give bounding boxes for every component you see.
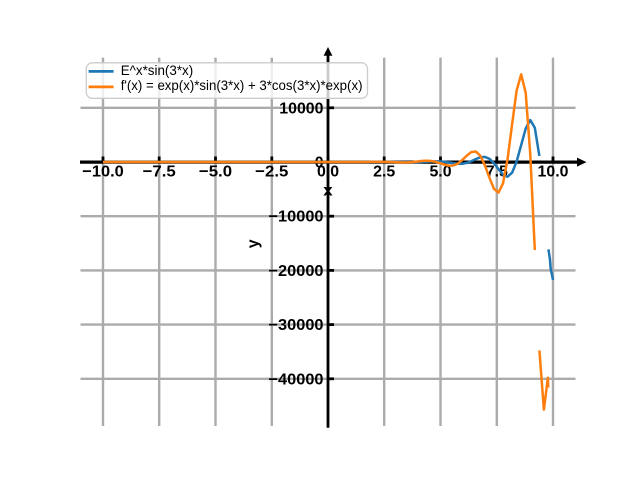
- svg-text:5.0: 5.0: [429, 164, 451, 181]
- svg-text:y: y: [245, 239, 262, 248]
- svg-text:0.0: 0.0: [317, 164, 339, 181]
- svg-text:f'(x) = exp(x)*sin(3*x) + 3*co: f'(x) = exp(x)*sin(3*x) + 3*cos(3*x)*exp…: [121, 77, 363, 93]
- svg-text:−40000: −40000: [269, 371, 324, 388]
- svg-text:10000: 10000: [279, 100, 323, 117]
- svg-text:−10.0: −10.0: [82, 164, 124, 181]
- svg-text:E^x*sin(3*x): E^x*sin(3*x): [121, 62, 194, 78]
- svg-text:−30000: −30000: [269, 317, 324, 334]
- svg-text:−20000: −20000: [269, 263, 324, 280]
- svg-text:−10000: −10000: [269, 209, 324, 226]
- svg-text:−5.0: −5.0: [199, 164, 232, 181]
- svg-text:x: x: [323, 182, 332, 199]
- svg-text:10.0: 10.0: [538, 164, 569, 181]
- svg-text:2.5: 2.5: [373, 164, 395, 181]
- svg-text:−2.5: −2.5: [255, 164, 288, 181]
- svg-text:−7.5: −7.5: [143, 164, 176, 181]
- svg-text:7.5: 7.5: [486, 164, 508, 181]
